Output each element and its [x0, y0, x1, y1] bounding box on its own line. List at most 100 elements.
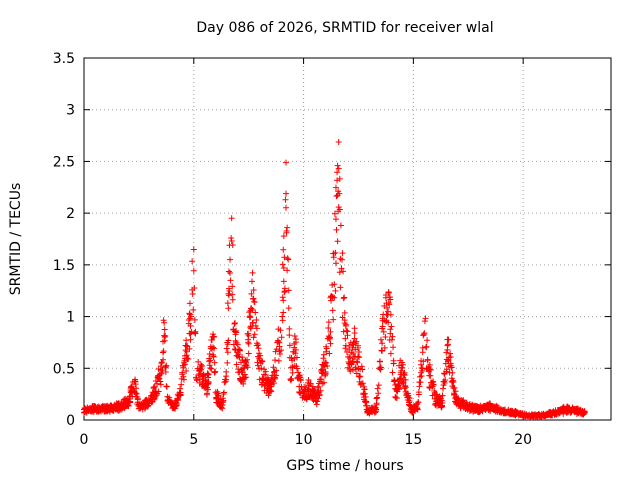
data-point — [316, 392, 323, 399]
data-point — [192, 328, 199, 335]
data-point — [160, 356, 167, 363]
data-point — [338, 265, 345, 272]
data-point — [427, 372, 434, 379]
data-point — [190, 306, 197, 313]
data-point — [424, 337, 431, 344]
data-point — [224, 341, 231, 348]
data-point — [283, 204, 290, 211]
data-point — [334, 169, 341, 176]
data-point — [223, 376, 230, 383]
data-point — [375, 390, 382, 397]
data-point — [444, 346, 451, 353]
data-point — [166, 394, 173, 401]
data-point — [187, 336, 194, 343]
data-point — [379, 323, 386, 330]
data-point — [356, 354, 363, 361]
data-point — [183, 342, 190, 349]
data-point — [359, 380, 366, 387]
data-point — [329, 307, 336, 314]
data-point — [292, 350, 299, 357]
data-point — [247, 324, 254, 331]
data-point — [422, 315, 429, 322]
data-point — [379, 340, 386, 347]
data-point — [402, 376, 409, 383]
data-point — [211, 359, 218, 366]
data-point — [336, 206, 343, 213]
data-point — [323, 359, 330, 366]
data-point — [318, 369, 325, 376]
data-point — [259, 358, 266, 365]
data-point — [347, 355, 354, 362]
data-points — [81, 138, 588, 421]
data-point — [416, 383, 423, 390]
data-point — [229, 241, 236, 248]
data-point — [441, 378, 448, 385]
data-point — [292, 346, 299, 353]
data-point — [211, 345, 218, 352]
data-point — [183, 367, 190, 374]
data-point — [352, 364, 359, 371]
x-tick-label: 10 — [295, 432, 313, 448]
data-point — [236, 346, 243, 353]
data-point — [205, 378, 212, 385]
grid-lines — [84, 58, 611, 420]
data-point — [163, 362, 170, 369]
data-point — [390, 360, 397, 367]
data-point — [186, 300, 193, 307]
data-point — [386, 301, 393, 308]
data-point — [376, 358, 383, 365]
data-point — [228, 215, 235, 222]
data-point — [399, 364, 406, 371]
data-point — [377, 336, 384, 343]
data-point — [219, 402, 226, 409]
data-point — [229, 283, 236, 290]
data-point — [255, 362, 262, 369]
x-axis-label: GPS time / hours — [286, 458, 403, 474]
data-point — [188, 313, 195, 320]
data-point — [157, 381, 164, 388]
data-point — [452, 388, 459, 395]
x-tick-label: 15 — [404, 432, 422, 448]
data-point — [225, 305, 232, 312]
data-point — [354, 353, 361, 360]
data-point — [463, 399, 470, 406]
data-point — [251, 299, 258, 306]
data-point — [246, 313, 253, 320]
data-point — [158, 360, 165, 367]
data-point — [281, 254, 288, 261]
data-point — [440, 385, 447, 392]
data-point — [191, 284, 198, 291]
data-point — [389, 369, 396, 376]
data-point — [265, 392, 272, 399]
data-point — [224, 359, 231, 366]
data-point — [385, 299, 392, 306]
data-point — [250, 319, 257, 326]
data-point — [333, 226, 340, 233]
data-point — [445, 336, 452, 343]
data-point — [223, 345, 230, 352]
data-point — [267, 387, 274, 394]
data-point — [183, 337, 190, 344]
data-point — [389, 333, 396, 340]
data-point — [444, 341, 451, 348]
y-tick-label: 0.5 — [53, 361, 75, 377]
data-point — [362, 390, 369, 397]
data-point — [385, 289, 392, 296]
chart-title: Day 086 of 2026, SRMTID for receiver wla… — [196, 20, 493, 36]
data-point — [339, 250, 346, 257]
data-point — [285, 287, 292, 294]
data-point — [402, 382, 409, 389]
data-point — [248, 278, 255, 285]
data-point — [210, 353, 217, 360]
data-point — [449, 377, 456, 384]
data-point — [219, 398, 226, 405]
data-point — [284, 224, 291, 231]
data-point — [297, 377, 304, 384]
data-point — [245, 350, 252, 357]
data-point — [342, 335, 349, 342]
data-point — [289, 369, 296, 376]
data-point — [393, 395, 400, 402]
data-point — [244, 356, 251, 363]
data-point — [381, 344, 388, 351]
data-point — [331, 281, 338, 288]
